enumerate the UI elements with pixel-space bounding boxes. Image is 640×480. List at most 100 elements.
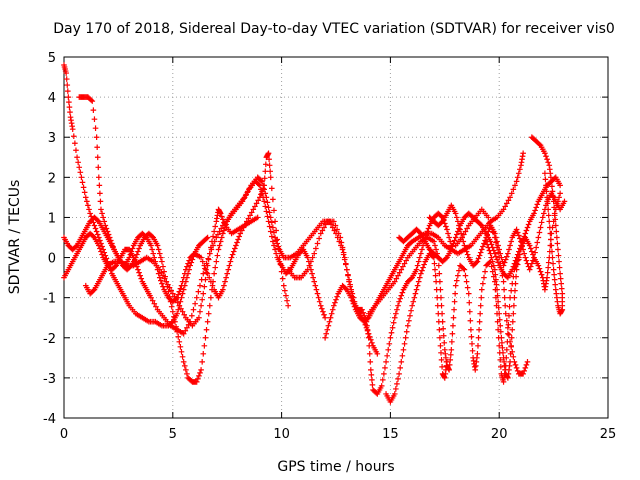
y-tick-label: 1: [48, 211, 56, 226]
data-point: [480, 243, 486, 250]
data-point: [555, 246, 561, 253]
data-point: [533, 204, 539, 211]
data-point: [463, 278, 470, 285]
data-point: [198, 367, 204, 373]
data-point: [176, 338, 183, 345]
data-point: [443, 223, 449, 230]
data-point: [437, 334, 443, 341]
data-point: [97, 245, 103, 252]
data-point: [267, 214, 274, 221]
data-point: [464, 284, 471, 291]
data-point: [462, 245, 469, 252]
data-point: [229, 251, 236, 258]
data-point: [549, 224, 556, 231]
data-point: [319, 305, 325, 312]
data-point: [96, 174, 102, 181]
data-point: [534, 201, 541, 208]
data-point: [512, 280, 519, 287]
data-point: [324, 326, 331, 333]
x-tick-label: 10: [273, 427, 290, 442]
data-point: [529, 248, 535, 255]
data-point: [180, 274, 187, 281]
y-tick-label: 2: [48, 171, 56, 186]
data-point: [311, 278, 318, 285]
data-point: [304, 266, 311, 273]
data-point: [233, 242, 239, 249]
data-point: [335, 230, 342, 237]
data-point: [314, 240, 321, 247]
data-point: [158, 277, 164, 284]
data-point: [521, 250, 528, 257]
data-point: [177, 344, 184, 350]
data-point: [181, 363, 188, 369]
data-point: [542, 150, 548, 157]
data-point: [322, 314, 328, 321]
x-tick-label: 20: [491, 427, 508, 442]
data-point: [63, 70, 69, 76]
data-point: [550, 193, 556, 200]
data-point: [505, 250, 511, 257]
data-point: [431, 260, 438, 267]
data-point: [258, 191, 264, 198]
data-marks: [61, 62, 568, 405]
data-point: [304, 254, 311, 261]
data-point: [438, 219, 445, 226]
data-point: [555, 252, 562, 259]
data-point: [522, 365, 529, 371]
data-point: [220, 216, 226, 223]
data-point: [517, 251, 523, 258]
data-point: [279, 275, 286, 282]
data-point: [414, 282, 421, 289]
data-point: [259, 190, 265, 197]
data-point: [224, 270, 230, 277]
data-point: [447, 357, 454, 363]
data-point: [241, 195, 247, 202]
data-point: [364, 315, 371, 322]
data-point: [270, 238, 276, 245]
data-point: [524, 359, 531, 365]
data-point: [174, 299, 181, 306]
data-point: [77, 169, 84, 176]
data-point: [179, 308, 186, 315]
data-point: [265, 204, 272, 211]
chart-title: Day 170 of 2018, Sidereal Day-to-day VTE…: [53, 21, 615, 37]
data-point: [494, 238, 500, 245]
data-point: [508, 190, 515, 197]
data-point: [526, 242, 533, 249]
data-point: [179, 290, 186, 297]
data-point: [75, 159, 81, 166]
data-point: [195, 288, 202, 295]
data-point: [379, 377, 386, 383]
data-point: [440, 332, 447, 339]
data-point: [396, 298, 402, 305]
data-point: [451, 237, 458, 244]
data-point: [315, 294, 322, 301]
data-point: [523, 257, 530, 264]
data-point: [527, 245, 534, 252]
data-point: [261, 198, 267, 205]
data-point: [561, 198, 568, 205]
data-point: [395, 272, 401, 279]
data-point: [513, 273, 519, 280]
data-point: [478, 246, 485, 253]
data-point: [313, 245, 319, 252]
data-point: [269, 219, 275, 226]
data-point: [447, 238, 454, 245]
x-tick-label: 0: [60, 427, 68, 442]
data-point: [457, 226, 463, 233]
data-point: [492, 271, 499, 278]
data-point: [534, 239, 541, 246]
data-point: [477, 310, 483, 317]
data-point: [254, 214, 261, 221]
data-point: [502, 256, 509, 263]
data-point: [381, 371, 387, 377]
data-point: [101, 218, 108, 225]
data-point: [255, 181, 262, 188]
data-point: [474, 258, 481, 265]
data-point: [282, 287, 288, 294]
data-point: [92, 125, 99, 131]
data-point: [247, 212, 253, 219]
data-point: [461, 242, 468, 249]
data-point: [266, 209, 273, 216]
data-point: [507, 351, 514, 357]
